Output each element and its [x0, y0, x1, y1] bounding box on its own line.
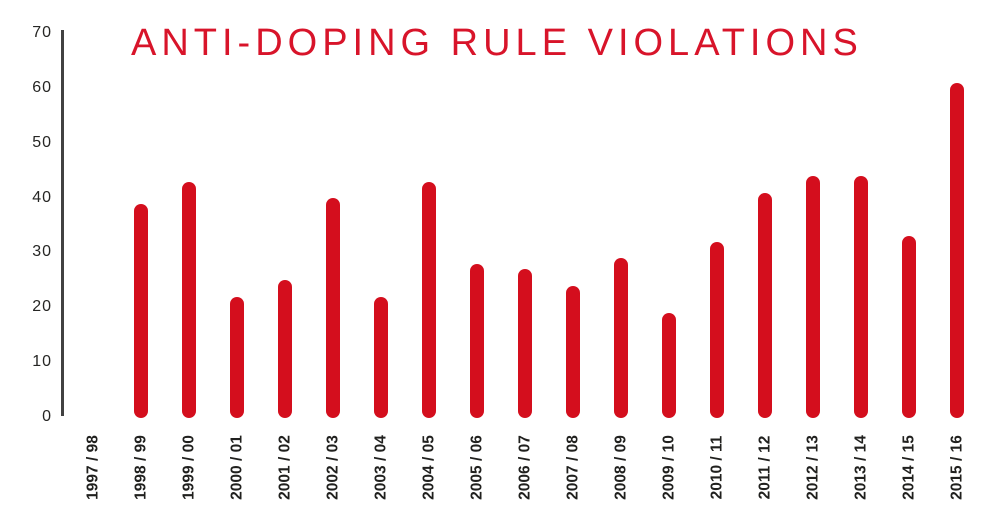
x-tick-label: 2002 / 03 [324, 435, 342, 500]
x-tick-label: 2009 / 10 [660, 435, 678, 500]
y-tick-label: 30 [32, 243, 52, 261]
chart-title: ANTI-DOPING RULE VIOLATIONS [131, 22, 863, 64]
x-tick-label: 2014 / 15 [900, 435, 918, 500]
x-tick-label: 2004 / 05 [420, 435, 438, 500]
bar [374, 296, 388, 418]
y-axis-line [61, 30, 64, 416]
x-tick-label: 1997 / 98 [84, 435, 102, 500]
x-tick-label: 2013 / 14 [852, 435, 870, 500]
bar [470, 263, 484, 418]
bar [710, 241, 724, 418]
y-tick-label: 10 [32, 353, 52, 371]
y-tick-label: 0 [42, 408, 52, 425]
x-tick-label: 2012 / 13 [804, 435, 822, 500]
x-tick-label: 2007 / 08 [564, 435, 582, 500]
x-tick-label: 2001 / 02 [276, 435, 294, 500]
x-tick-label: 2011 / 12 [756, 435, 774, 500]
bar [182, 181, 196, 418]
bar [614, 258, 628, 418]
bar [566, 285, 580, 418]
bar [326, 198, 340, 418]
y-tick-label: 40 [32, 188, 52, 206]
x-tick-label: 2005 / 06 [468, 435, 486, 500]
y-tick-label: 60 [32, 78, 52, 96]
bar [854, 176, 868, 418]
bar [518, 269, 532, 418]
y-tick-label: 50 [32, 133, 52, 151]
y-tick-label: 70 [32, 24, 52, 41]
x-tick-label: 2006 / 07 [516, 435, 534, 500]
bar [806, 176, 820, 418]
bar [422, 181, 436, 418]
bar [950, 82, 964, 418]
x-tick-label: 2000 / 01 [228, 435, 246, 500]
x-tick-label: 1999 / 00 [180, 435, 198, 500]
x-tick-label: 1998 / 99 [132, 435, 150, 500]
x-tick-label: 2008 / 09 [612, 435, 630, 500]
bar [902, 236, 916, 418]
bar [134, 203, 148, 418]
bar [278, 280, 292, 418]
bar [758, 192, 772, 418]
x-tick-label: 2015 / 16 [948, 435, 966, 500]
bar [662, 313, 676, 418]
x-tick-label: 2010 / 11 [708, 435, 726, 500]
bar [230, 296, 244, 418]
x-tick-label: 2003 / 04 [372, 435, 390, 500]
y-tick-label: 20 [32, 298, 52, 316]
